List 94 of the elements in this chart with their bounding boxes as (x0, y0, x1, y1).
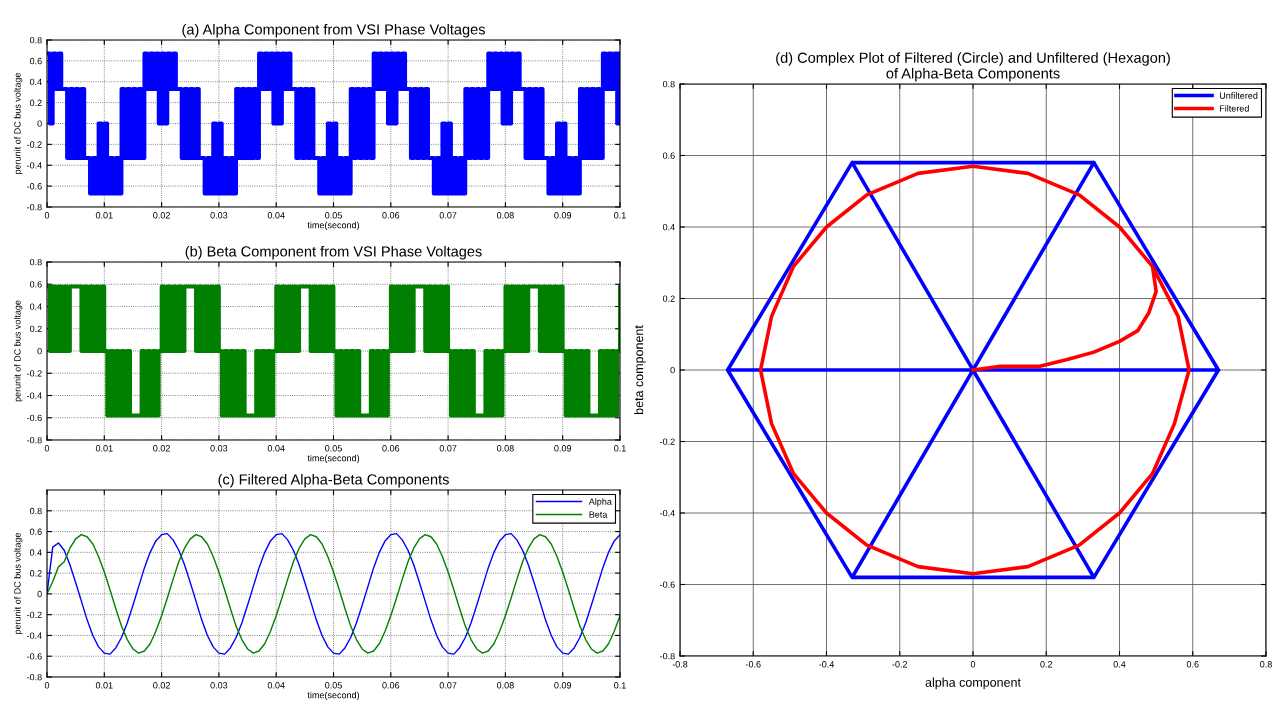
y-tick-label: 0.2 (29, 570, 42, 577)
x-tick-label: 0.05 (325, 445, 342, 452)
y-tick-label: 0.6 (29, 57, 42, 65)
y-tick-label: 0.8 (29, 507, 42, 515)
x-tick-label: 0 (44, 445, 50, 452)
chart-title: (d) Complex Plot of Filtered (Circle) and Unfiltered (Hexagon) of Alpha-Beta Components (776, 52, 1170, 82)
x-tick-label: 0.03 (210, 682, 228, 689)
x-tick-label: 0.09 (554, 682, 572, 689)
x-tick-label: 0.8 (1260, 661, 1272, 668)
x-tick-label: 0.01 (95, 445, 113, 452)
legend-label: Unfiltered (1219, 92, 1258, 99)
y-tick-label: 0.6 (662, 152, 675, 159)
y-axis-title: beta component (634, 325, 646, 415)
chart-title: (c) Filtered Alpha-Beta Components (218, 473, 449, 488)
x-tick-label: 0.2 (1040, 661, 1053, 668)
x-tick-label: 0.04 (267, 212, 285, 219)
y-tick-label: 0.6 (29, 281, 42, 288)
x-tick-label: 0.02 (153, 212, 170, 219)
x-tick-label: 0.1 (614, 212, 626, 219)
x-tick-label: 0.04 (267, 682, 285, 689)
x-tick-label: -0.2 (892, 661, 908, 668)
y-tick-label: 0.4 (662, 223, 675, 231)
x-tick-label: 0.06 (382, 212, 400, 219)
x-axis-title: time(second) (307, 454, 360, 464)
y-tick-label: -0.2 (26, 370, 42, 377)
legend-label: Alpha (588, 498, 612, 507)
x-tick-label: 0 (970, 661, 976, 668)
y-tick-label: 0.8 (29, 258, 42, 266)
x-tick-label: 0.01 (95, 212, 113, 219)
x-tick-label: 0.08 (496, 212, 514, 219)
y-axis-title: perunit of DC bus voltage (14, 72, 23, 174)
y-tick-label: 0.2 (662, 295, 675, 302)
y-tick-label: 0.4 (29, 78, 42, 86)
x-tick-label: 0.09 (554, 445, 572, 452)
y-tick-label: 0.8 (29, 36, 42, 44)
y-tick-label: -0.8 (26, 203, 42, 211)
x-tick-label: 0.06 (382, 445, 400, 452)
y-tick-label: -0.4 (26, 632, 42, 639)
x-axis-title: alpha component (925, 677, 1021, 690)
x-tick-label: 0.09 (554, 212, 572, 219)
y-tick-label: 0 (37, 120, 42, 127)
y-tick-label: 0 (37, 347, 42, 355)
x-tick-label: 0.08 (496, 445, 514, 452)
y-tick-label: -0.8 (26, 673, 42, 681)
x-tick-label: -0.8 (672, 661, 688, 668)
y-tick-label: -0.4 (26, 162, 42, 169)
y-tick-label: -0.8 (659, 652, 675, 660)
x-tick-label: 0.02 (153, 682, 170, 689)
x-tick-label: 0.04 (267, 445, 285, 452)
x-tick-label: 0 (44, 212, 50, 219)
y-tick-label: 0 (37, 590, 42, 598)
x-tick-label: 0.06 (382, 682, 400, 689)
y-tick-label: 0.2 (29, 325, 42, 333)
x-tick-label: 0.4 (1113, 661, 1126, 668)
x-tick-label: 0.07 (439, 445, 457, 452)
x-tick-label: 0.07 (439, 212, 457, 219)
x-tick-label: 0.02 (153, 445, 170, 452)
y-tick-label: -0.6 (26, 183, 42, 190)
legend-label: Beta (589, 511, 608, 518)
y-tick-label: -0.2 (26, 141, 42, 148)
y-tick-label: -0.4 (659, 509, 675, 517)
y-tick-label: 0 (670, 366, 675, 374)
y-tick-label: -0.6 (26, 653, 42, 660)
x-tick-label: 0.6 (1186, 661, 1199, 668)
y-tick-label: 0.4 (29, 549, 42, 556)
legend-label: Filtered (1219, 105, 1249, 112)
y-tick-label: 0.8 (662, 80, 675, 88)
y-tick-label: -0.2 (659, 438, 675, 445)
y-tick-label: -0.4 (26, 392, 42, 399)
x-tick-label: 0 (44, 682, 50, 689)
y-tick-label: -0.6 (659, 581, 675, 588)
x-axis-title: time(second) (307, 221, 360, 231)
chart-title: (a) Alpha Component from VSI Phase Voltages (182, 23, 485, 38)
x-tick-label: 0.05 (325, 212, 342, 219)
y-axis-title: perunit of DC bus voltage (14, 300, 23, 402)
x-tick-label: -0.4 (819, 661, 835, 668)
x-tick-label: 0.01 (95, 682, 113, 689)
x-tick-label: 0.08 (496, 682, 514, 689)
x-tick-label: 0.03 (210, 445, 228, 452)
chart-title: (b) Beta Component from VSI Phase Voltages (185, 245, 482, 260)
x-tick-label: 0.07 (439, 682, 457, 689)
x-tick-label: 0.1 (614, 682, 626, 689)
y-tick-label: 0.2 (29, 99, 42, 106)
x-tick-label: -0.6 (745, 661, 761, 668)
x-tick-label: 0.05 (325, 682, 342, 689)
x-tick-label: 0.1 (614, 445, 626, 452)
x-tick-label: 0.03 (210, 212, 228, 219)
y-tick-label: -0.8 (26, 436, 42, 444)
x-axis-title: time(second) (307, 691, 360, 701)
y-tick-label: 0.4 (29, 303, 42, 310)
y-tick-label: -0.2 (26, 611, 42, 619)
y-axis-title: perunit of DC bus voltage (14, 532, 23, 634)
y-tick-label: -0.6 (26, 414, 42, 422)
y-tick-label: 0.6 (29, 528, 42, 535)
